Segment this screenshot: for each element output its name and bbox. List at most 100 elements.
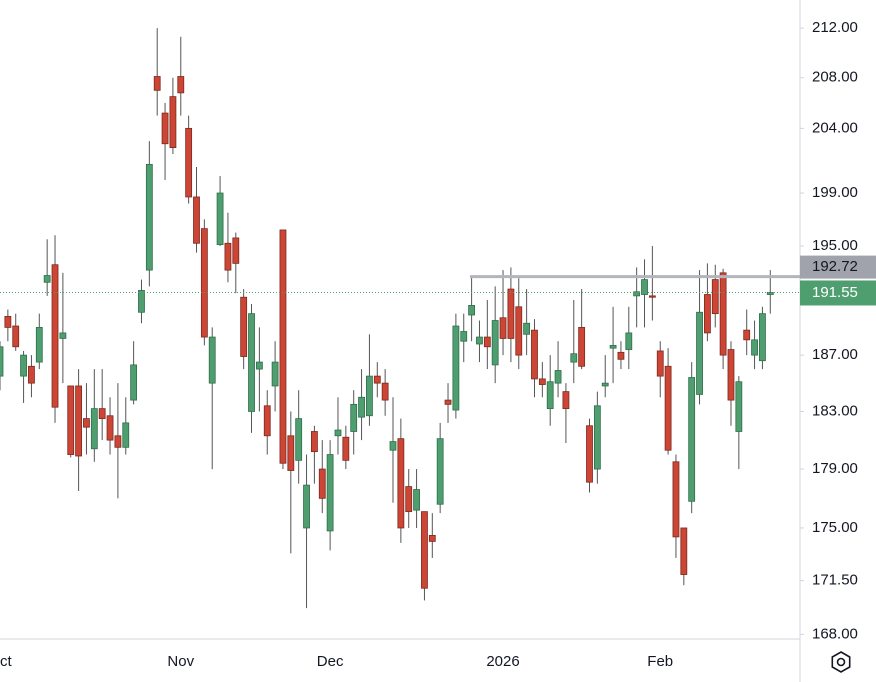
candle-body: [444, 399, 452, 405]
candle-body: [641, 279, 648, 295]
y-tick-label: 171.50: [812, 572, 858, 589]
y-tick-label: 175.00: [812, 519, 858, 536]
y-tick-label: 187.00: [812, 346, 858, 363]
x-tick-label: 2026: [486, 653, 519, 670]
candle-body: [609, 344, 617, 349]
candle-body: [656, 350, 664, 377]
candle-body: [538, 378, 546, 385]
last-price-label: 191.55: [812, 284, 858, 301]
candle-body: [208, 336, 216, 384]
settings-icon-center[interactable]: [836, 657, 846, 667]
candle-body: [114, 435, 122, 448]
candle-body: [0, 346, 4, 377]
y-tick-label: 199.00: [812, 184, 858, 201]
candle-body: [169, 96, 177, 148]
candle-body: [413, 489, 420, 511]
candle-body: [570, 353, 578, 363]
candle-body: [460, 331, 468, 342]
candle-body: [224, 242, 232, 271]
candle-body: [586, 425, 593, 483]
candle-body: [255, 361, 263, 370]
settings-button[interactable]: [831, 651, 851, 673]
candle-body: [633, 291, 641, 297]
candle-body: [759, 313, 766, 362]
candle-body: [743, 329, 751, 341]
candle-body: [421, 511, 428, 589]
candle-body: [491, 320, 499, 366]
candle-body: [90, 408, 98, 450]
candle-body: [59, 332, 67, 339]
plot-area: [0, 28, 774, 609]
candle-body: [397, 438, 405, 529]
candle-body: [28, 365, 35, 384]
settings-icon[interactable]: [831, 651, 851, 673]
candle-body: [263, 405, 271, 437]
level-label: 192.72: [812, 258, 858, 275]
candle-body: [303, 484, 310, 529]
x-tick-label: Oct: [0, 653, 12, 670]
candle-body: [35, 326, 43, 363]
candle-body: [428, 535, 436, 542]
candle-body: [232, 237, 240, 264]
x-tick-label: Nov: [167, 653, 194, 670]
level-badge: [800, 255, 876, 279]
candle-body: [578, 326, 586, 367]
candle-body: [546, 381, 554, 410]
candle-body: [138, 290, 145, 313]
candle-body: [507, 288, 515, 339]
candle-body: [562, 391, 570, 410]
candle-body: [719, 272, 727, 356]
candle-body: [664, 365, 672, 451]
candle-body: [554, 370, 562, 384]
candle-body: [601, 382, 609, 387]
y-tick-label: 168.00: [812, 625, 858, 642]
candle-body: [98, 408, 106, 419]
candle-body: [593, 405, 601, 470]
x-tick-label: Feb: [647, 653, 673, 670]
candle-body: [617, 351, 625, 360]
candle-body: [476, 336, 483, 345]
candle-body: [436, 438, 444, 505]
candle-body: [680, 527, 688, 575]
candle-body: [452, 325, 460, 411]
candle-body: [366, 375, 373, 417]
candle-body: [130, 364, 138, 401]
candle-body: [279, 229, 287, 464]
candle-body: [161, 112, 169, 145]
candle-body: [295, 418, 303, 461]
candle-body: [727, 349, 735, 401]
candle-body: [153, 76, 161, 91]
candle-body: [200, 228, 208, 338]
candle-body: [389, 441, 397, 451]
candle-body: [216, 192, 224, 246]
candle-body: [373, 375, 381, 384]
candle-body: [177, 76, 185, 94]
y-tick-label: 183.00: [812, 402, 858, 419]
candle-body: [271, 361, 279, 387]
candle-body: [83, 418, 90, 428]
candle-body: [248, 313, 255, 412]
candle-body: [751, 339, 758, 356]
candle-body: [334, 429, 342, 437]
candle-body: [75, 385, 82, 457]
candle-body: [523, 322, 531, 335]
candle-body: [287, 435, 295, 471]
y-tick-label: 204.00: [812, 119, 858, 136]
candle-body: [342, 436, 350, 461]
candle-body: [310, 431, 318, 453]
candle-body: [381, 382, 389, 401]
candle-body: [704, 294, 711, 334]
candle-body: [20, 354, 27, 377]
candle-body: [672, 461, 680, 538]
candle-body: [122, 422, 130, 448]
candle-body: [688, 377, 696, 502]
candle-body: [468, 305, 476, 316]
candle-body: [67, 385, 75, 455]
candle-body: [648, 295, 656, 298]
candle-body: [4, 315, 12, 328]
candle-body: [515, 306, 523, 356]
candle-body: [106, 415, 114, 441]
last-price-badge: [800, 280, 876, 306]
